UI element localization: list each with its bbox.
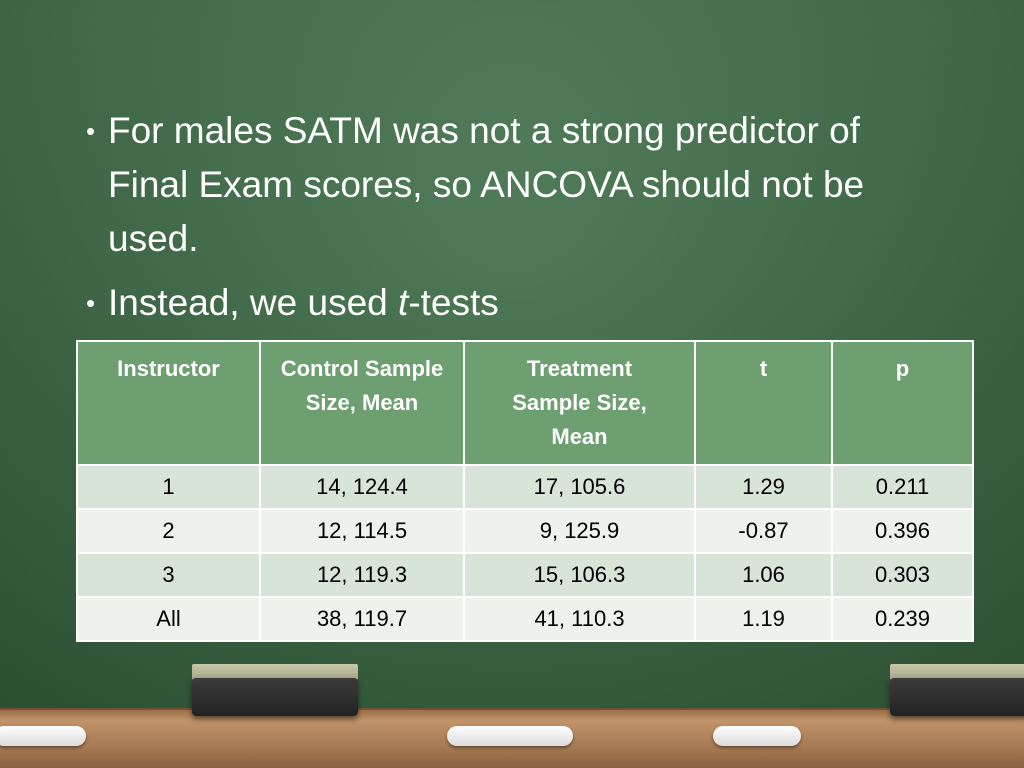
- cell-control: 12, 119.3: [259, 552, 465, 598]
- results-table: Instructor Control Sample Size, Mean Trea…: [76, 340, 974, 642]
- cell-t: 1.29: [694, 464, 833, 510]
- header-instructor: Instructor: [76, 340, 261, 466]
- header-t-line-1: t: [759, 356, 768, 381]
- cell-control: 14, 124.4: [259, 464, 465, 510]
- cell-treatment: 9, 125.9: [463, 508, 696, 554]
- eraser-icon: [192, 664, 358, 718]
- cell-control: 38, 119.7: [259, 596, 465, 642]
- eraser-felt: [890, 664, 1024, 680]
- header-treatment-line-2: Sample Size,: [512, 390, 647, 415]
- bullet-item-1: • For males SATM was not a strong predic…: [84, 104, 964, 266]
- bullet-item-2: • Instead, we used t-tests: [84, 276, 964, 330]
- cell-t: 1.19: [694, 596, 833, 642]
- chalk-icon: [713, 726, 801, 746]
- header-p-line-1: p: [895, 356, 910, 381]
- cell-instructor: All: [76, 596, 261, 642]
- eraser-body: [192, 678, 358, 716]
- bullet-2-italic: t: [398, 282, 409, 323]
- header-control: Control Sample Size, Mean: [259, 340, 465, 466]
- cell-p: 0.396: [831, 508, 974, 554]
- cell-treatment: 17, 105.6: [463, 464, 696, 510]
- cell-p: 0.239: [831, 596, 974, 642]
- bullet-2-after: -tests: [408, 282, 499, 323]
- cell-treatment: 15, 106.3: [463, 552, 696, 598]
- cell-instructor: 1: [76, 464, 261, 510]
- bullet-1-line-2: Final Exam scores, so ANCOVA should not …: [108, 164, 865, 205]
- cell-treatment: 41, 110.3: [463, 596, 696, 642]
- cell-t: -0.87: [694, 508, 833, 554]
- header-t: t: [694, 340, 833, 466]
- bullet-2-before: Instead, we used: [108, 282, 399, 323]
- cell-t: 1.06: [694, 552, 833, 598]
- cell-instructor: 3: [76, 552, 261, 598]
- table-row: 3 12, 119.3 15, 106.3 1.06 0.303: [76, 552, 974, 598]
- header-treatment-line-1: Treatment: [526, 356, 633, 381]
- table-header: Instructor Control Sample Size, Mean Trea…: [76, 340, 974, 466]
- table-row: 1 14, 124.4 17, 105.6 1.29 0.211: [76, 464, 974, 510]
- header-treatment-line-3: Mean: [551, 424, 608, 449]
- bullet-dot-icon: •: [86, 288, 96, 318]
- header-control-line-2: Size, Mean: [305, 390, 419, 415]
- header-treatment: Treatment Sample Size, Mean: [463, 340, 696, 466]
- cell-control: 12, 114.5: [259, 508, 465, 554]
- bullet-1-line-3: used.: [108, 218, 199, 259]
- table-body: 1 14, 124.4 17, 105.6 1.29 0.211 2 12, 1…: [76, 464, 974, 642]
- bullet-1-line-1: For males SATM was not a strong predicto…: [108, 110, 860, 151]
- header-instructor-line-1: Instructor: [117, 356, 220, 381]
- header-p: p: [831, 340, 974, 466]
- table-row: All 38, 119.7 41, 110.3 1.19 0.239: [76, 596, 974, 642]
- eraser-felt: [192, 664, 358, 680]
- chalk-icon: [447, 726, 573, 746]
- chalk-icon: [0, 726, 86, 746]
- bullet-2-text: Instead, we used t-tests: [108, 276, 964, 330]
- header-control-line-1: Control Sample: [280, 356, 444, 381]
- header-row: Instructor Control Sample Size, Mean Trea…: [76, 340, 974, 466]
- bullet-list: • For males SATM was not a strong predic…: [84, 104, 964, 340]
- cell-p: 0.211: [831, 464, 974, 510]
- table-row: 2 12, 114.5 9, 125.9 -0.87 0.396: [76, 508, 974, 554]
- bullet-dot-icon: •: [86, 116, 96, 146]
- cell-p: 0.303: [831, 552, 974, 598]
- cell-instructor: 2: [76, 508, 261, 554]
- eraser-icon: [890, 664, 1024, 718]
- eraser-body: [890, 678, 1024, 716]
